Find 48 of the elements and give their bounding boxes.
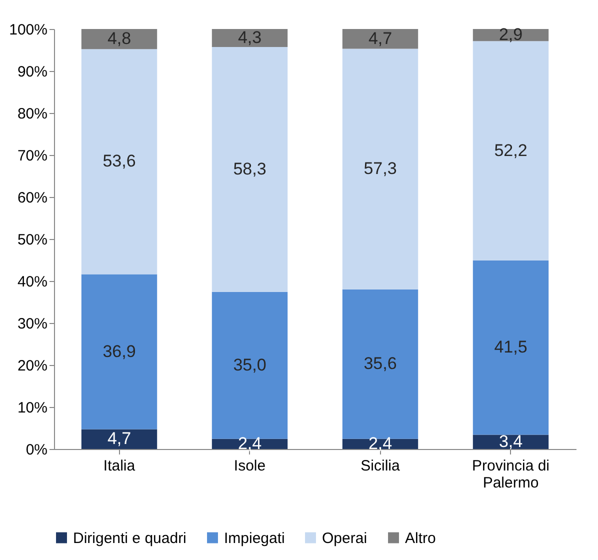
y-tick-label: 10% (17, 400, 48, 416)
y-tick-label: 20% (17, 358, 48, 374)
data-label: 35,6 (364, 354, 397, 374)
bar (342, 289, 418, 439)
data-label: 3,4 (498, 432, 523, 451)
data-label: 57,3 (364, 159, 397, 178)
legend-label: Impiegati (224, 530, 285, 547)
data-label: 58,3 (233, 159, 266, 178)
bar (81, 49, 158, 274)
bar (212, 47, 288, 292)
data-label: 4,7 (368, 28, 392, 48)
y-tick-label: 90% (17, 64, 48, 80)
bar (472, 41, 549, 260)
data-label: 2,4 (238, 434, 262, 453)
data-label: 2,4 (368, 434, 392, 453)
bar (81, 29, 158, 50)
x-tick-label: Provincia di Palermo (472, 458, 550, 492)
bar (81, 274, 158, 430)
bar (472, 260, 549, 435)
data-label: 35,0 (233, 355, 266, 374)
data-label: 4,3 (238, 28, 262, 48)
data-label: 4,7 (107, 429, 132, 448)
x-tick-label: Sicilia (360, 458, 400, 474)
bar (212, 29, 288, 48)
data-label: 36,9 (102, 342, 136, 361)
bar (342, 48, 418, 290)
legend-label: Operai (322, 530, 368, 547)
x-tick-label: Italia (103, 458, 136, 474)
y-tick-label: 50% (17, 232, 48, 248)
bar (212, 292, 288, 439)
legend-label: Dirigenti e quadri (73, 530, 186, 547)
y-tick-label: 0% (26, 442, 48, 458)
data-label: 52,2 (494, 140, 528, 160)
y-tick-label: 100% (9, 22, 48, 38)
data-label: 53,6 (102, 152, 136, 171)
data-label: 41,5 (494, 338, 528, 357)
data-label: 4,8 (107, 29, 132, 48)
y-tick-label: 80% (17, 106, 48, 122)
bar (81, 429, 158, 449)
data-label: 2,9 (498, 25, 523, 44)
y-tick-label: 40% (17, 274, 48, 290)
legend-label: Altro (405, 530, 436, 547)
bar (472, 434, 549, 449)
bar (342, 29, 418, 49)
y-tick-label: 30% (17, 316, 48, 332)
x-tick-label: Isole (234, 458, 266, 474)
y-tick-label: 60% (17, 190, 48, 206)
y-tick-label: 70% (17, 148, 48, 164)
